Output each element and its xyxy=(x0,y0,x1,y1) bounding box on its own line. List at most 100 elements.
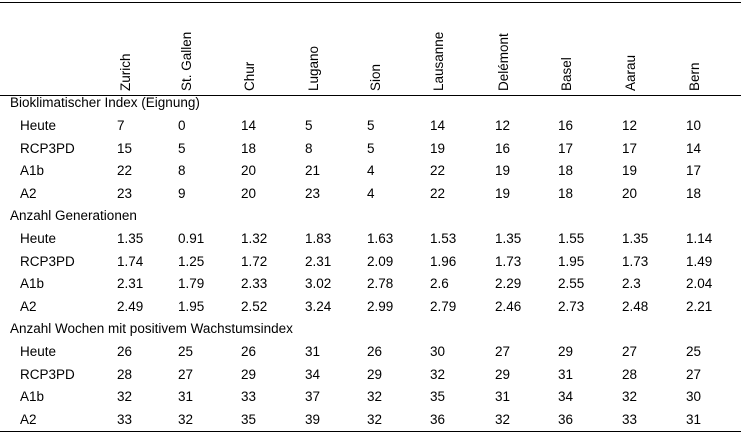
table-row: A2 23 9 20 23 4 22 19 18 20 18 xyxy=(0,186,744,208)
table-cell: 18 xyxy=(558,185,574,201)
section-title: Anzahl Wochen mit positivem Wachstumsind… xyxy=(10,321,293,336)
column-header: Lausanne xyxy=(431,0,451,95)
table-cell: 31 xyxy=(305,344,321,359)
row-label: A2 xyxy=(20,298,37,314)
table-cell: 2.29 xyxy=(495,276,522,291)
table-cell: 27 xyxy=(622,344,638,359)
table-cell: 10 xyxy=(686,118,702,133)
table-row: Heute 1.35 0.91 1.32 1.83 1.63 1.53 1.35 1.55 1.3… xyxy=(0,231,744,253)
table-cell: 2.33 xyxy=(241,276,268,291)
column-header-label: Basel xyxy=(559,57,574,91)
table-cell: 1.49 xyxy=(686,253,713,269)
table-cell: 0 xyxy=(178,118,186,133)
table-cell: 12 xyxy=(495,118,511,133)
section-title: Bioklimatischer Index (Eignung) xyxy=(10,95,200,110)
table-cell: 20 xyxy=(241,163,257,178)
table-cell: 3.24 xyxy=(305,298,332,314)
table-row: A1b 22 8 20 21 4 22 19 18 19 17 xyxy=(0,163,744,185)
table-cell: 2.09 xyxy=(367,253,394,269)
table-row: A2 2.49 1.95 2.52 3.24 2.99 2.79 2.46 2.73 2.48 2.… xyxy=(0,299,744,321)
table-cell: 1.79 xyxy=(178,276,205,291)
table-cell: 1.73 xyxy=(495,253,522,269)
column-header: Sion xyxy=(368,0,388,95)
column-header-label: Aarau xyxy=(623,54,638,91)
table-cell: 34 xyxy=(558,389,574,404)
row-label: Heute xyxy=(20,231,57,246)
table-cell: 4 xyxy=(367,163,375,178)
column-header: Chur xyxy=(242,0,262,95)
table-cell: 36 xyxy=(430,411,446,427)
table-cell: 21 xyxy=(305,163,321,178)
table-cell: 31 xyxy=(178,389,194,404)
table-cell: 2.73 xyxy=(558,298,585,314)
row-label: Heute xyxy=(20,344,57,359)
table-cell: 14 xyxy=(241,118,257,133)
table-cell: 19 xyxy=(622,163,638,178)
table-cell: 1.63 xyxy=(367,231,394,246)
table-cell: 17 xyxy=(686,163,702,178)
table-cell: 1.95 xyxy=(178,298,205,314)
table-cell: 27 xyxy=(495,344,511,359)
table-cell: 1.35 xyxy=(495,231,522,246)
row-label: Heute xyxy=(20,118,57,133)
table-cell: 1.35 xyxy=(117,231,144,246)
table-cell: 31 xyxy=(495,389,511,404)
table-cell: 2.46 xyxy=(495,298,522,314)
table-cell: 32 xyxy=(178,411,194,427)
row-label: RCP3PD xyxy=(20,140,75,156)
table-cell: 34 xyxy=(305,366,321,382)
table-cell: 2.49 xyxy=(117,298,144,314)
table-cell: 14 xyxy=(430,118,446,133)
table-cell: 2.52 xyxy=(241,298,268,314)
table-cell: 32 xyxy=(495,411,511,427)
table-cell: 4 xyxy=(367,185,375,201)
bottom-rule xyxy=(0,431,741,432)
table-row: RCP3PD 28 27 29 34 29 32 29 31 28 27 xyxy=(0,367,744,389)
table-cell: 33 xyxy=(622,411,638,427)
table-cell: 26 xyxy=(241,344,257,359)
column-header-label: Bern xyxy=(687,62,702,91)
table-cell: 1.83 xyxy=(305,231,332,246)
table-cell: 5 xyxy=(367,140,375,156)
table-cell: 18 xyxy=(686,185,702,201)
table-cell: 2.48 xyxy=(622,298,649,314)
column-header-label: Lausanne xyxy=(431,31,446,91)
table-cell: 2.04 xyxy=(686,276,713,291)
table-cell: 1.32 xyxy=(241,231,268,246)
table-cell: 1.25 xyxy=(178,253,205,269)
table-cell: 9 xyxy=(178,185,186,201)
table-cell: 35 xyxy=(430,389,446,404)
table-cell: 2.99 xyxy=(367,298,394,314)
table-cell: 17 xyxy=(558,140,574,156)
table-cell: 1.72 xyxy=(241,253,268,269)
table-row: Heute 7 0 14 5 5 14 12 16 12 10 xyxy=(0,118,744,140)
table-cell: 8 xyxy=(178,163,186,178)
table-cell: 31 xyxy=(686,411,702,427)
column-header-label: Delémont xyxy=(496,33,511,91)
column-header-label: St. Gallen xyxy=(179,31,194,91)
table-cell: 23 xyxy=(305,185,321,201)
table-cell: 27 xyxy=(686,366,702,382)
table-cell: 32 xyxy=(622,389,638,404)
table-cell: 33 xyxy=(241,389,257,404)
table-cell: 1.55 xyxy=(558,231,585,246)
table-cell: 19 xyxy=(495,163,511,178)
table-cell: 22 xyxy=(430,163,446,178)
table-cell: 25 xyxy=(686,344,702,359)
table-cell: 22 xyxy=(430,185,446,201)
column-header: Aarau xyxy=(623,0,643,95)
header-rule xyxy=(0,95,741,96)
table-cell: 23 xyxy=(117,185,133,201)
row-label: RCP3PD xyxy=(20,253,75,269)
table-cell: 2.21 xyxy=(686,298,713,314)
table-cell: 1.35 xyxy=(622,231,649,246)
table-cell: 22 xyxy=(117,163,133,178)
table-row: RCP3PD 1.74 1.25 1.72 2.31 2.09 1.96 1.73 1.95 1.… xyxy=(0,254,744,276)
table-cell: 30 xyxy=(686,389,702,404)
table-cell: 20 xyxy=(241,185,257,201)
table-cell: 1.95 xyxy=(558,253,585,269)
table-cell: 28 xyxy=(622,366,638,382)
table-cell: 16 xyxy=(558,118,574,133)
table-cell: 7 xyxy=(117,118,125,133)
